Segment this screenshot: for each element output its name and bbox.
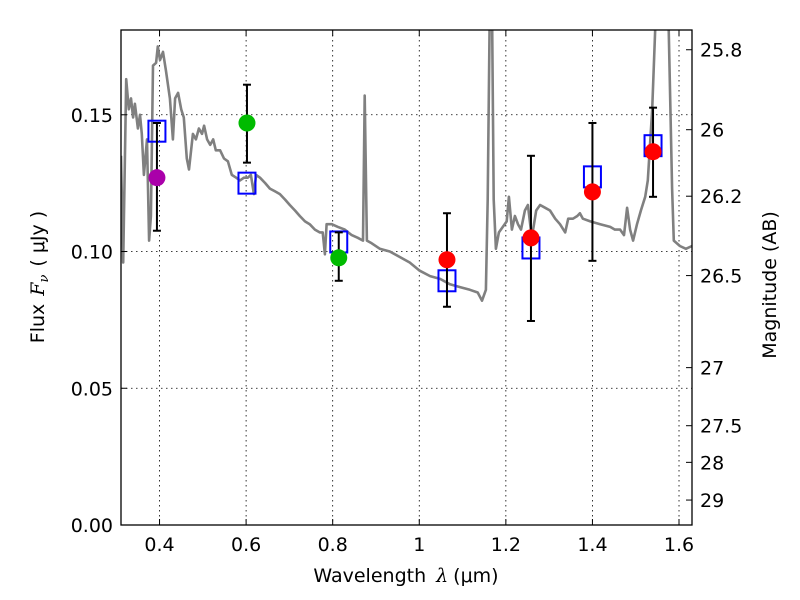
- flux-point: [438, 251, 456, 269]
- flux-point: [238, 114, 256, 132]
- flux-point: [148, 169, 166, 187]
- x-tick-label: 1.2: [491, 534, 521, 556]
- model-flux-box: [237, 171, 257, 195]
- flux-point: [330, 249, 348, 267]
- x-axis-ticks: 0.4 0.6 0.8 1 1.2 1.4 1.6: [144, 30, 694, 556]
- y2-tick-label: 28: [700, 452, 724, 474]
- x-tick-label: 0.4: [144, 534, 174, 556]
- spectrum-layer: [121, 30, 692, 302]
- y2-tick-label: 29: [700, 490, 724, 512]
- y2-tick-label: 26.2: [700, 186, 742, 208]
- y-tick-label: 0.10: [71, 242, 113, 264]
- flux-point: [522, 229, 540, 247]
- y-axis-label: FluxFν( μJy ): [27, 211, 52, 343]
- y2-tick-label: 26: [700, 120, 724, 142]
- flux-point: [644, 143, 662, 161]
- observation: [521, 154, 541, 322]
- observation: [237, 83, 257, 195]
- x-axis-label: Wavelength λ (μm): [313, 565, 498, 587]
- x-tick-label: 1.6: [664, 534, 694, 556]
- y2-tick-label: 26.5: [700, 266, 742, 288]
- x-tick-label: 0.8: [318, 534, 348, 556]
- observation: [643, 106, 663, 198]
- observation: [437, 212, 457, 308]
- y2-axis-label: Magnitude (AB): [759, 211, 781, 359]
- observations-layer: [147, 83, 663, 322]
- observation: [147, 119, 167, 232]
- spectrum-line: [121, 30, 692, 302]
- y-tick-label: 0.05: [71, 378, 113, 400]
- y2-axis-ticks: 25.8 26 26.2 26.5 27 27.5 28 29: [686, 40, 742, 512]
- y-tick-label: 0.15: [71, 105, 113, 127]
- observation: [329, 230, 349, 282]
- x-tick-label: 1: [413, 534, 425, 556]
- x-tick-label: 1.4: [577, 534, 607, 556]
- y2-tick-label: 25.8: [700, 40, 742, 62]
- flux-point: [583, 183, 601, 201]
- plot-frame: [120, 29, 693, 526]
- y-tick-label: 0.00: [71, 515, 113, 537]
- y2-tick-label: 27.5: [700, 416, 742, 438]
- x-tick-label: 0.6: [231, 534, 261, 556]
- y-axis-ticks: 0.00 0.05 0.10 0.15: [71, 105, 127, 537]
- grid: [121, 30, 692, 525]
- observation: [582, 121, 602, 262]
- y2-tick-label: 27: [700, 358, 724, 380]
